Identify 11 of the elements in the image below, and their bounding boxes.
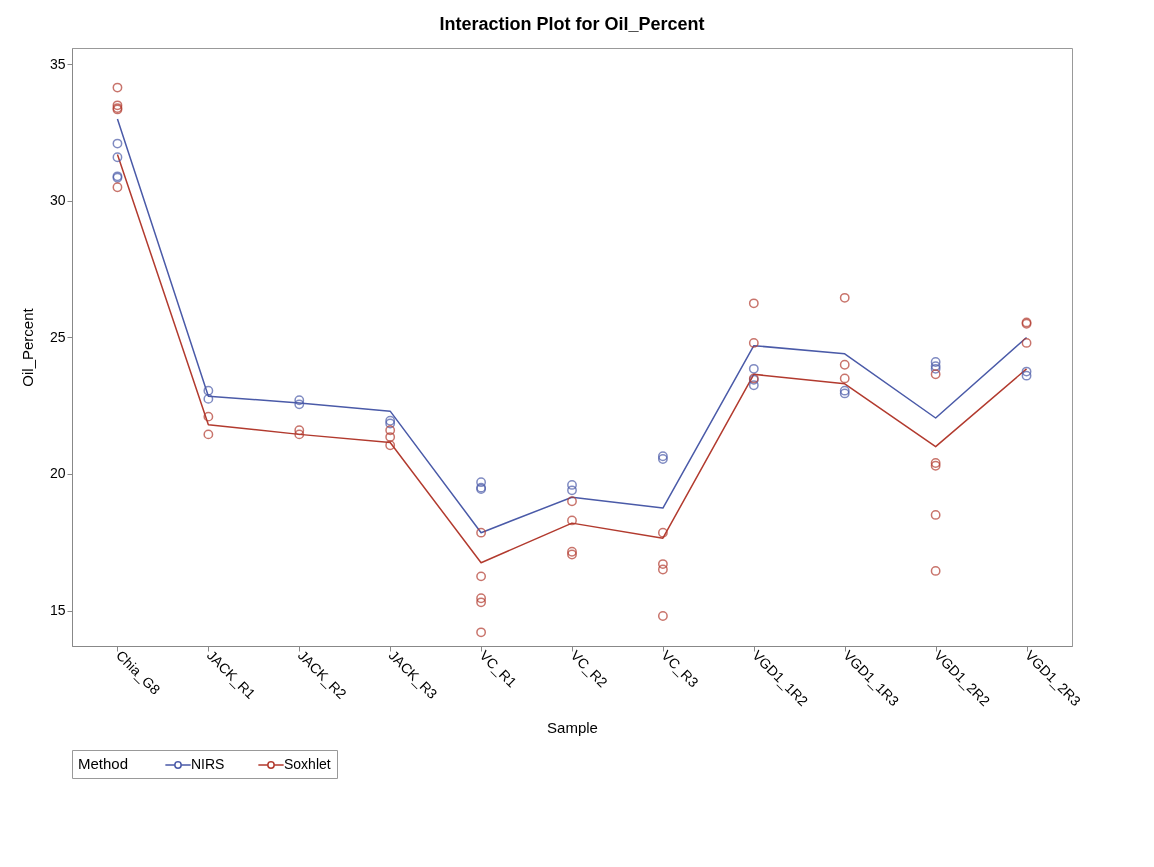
x-axis-title: Sample xyxy=(547,719,598,737)
chart-title: Interaction Plot for Oil_Percent xyxy=(439,14,705,34)
y-tick-label: 15 xyxy=(49,602,66,618)
y-axis-title: Oil_Percent xyxy=(18,307,36,387)
legend-title: Method xyxy=(78,755,129,772)
y-tick-label: 20 xyxy=(49,465,66,482)
legend-label: NIRS xyxy=(191,756,225,772)
y-tick-label: 25 xyxy=(49,328,66,345)
y-tick-label: 35 xyxy=(49,55,66,72)
legend-label: Soxhlet xyxy=(284,756,331,772)
y-tick-label: 30 xyxy=(49,192,66,209)
